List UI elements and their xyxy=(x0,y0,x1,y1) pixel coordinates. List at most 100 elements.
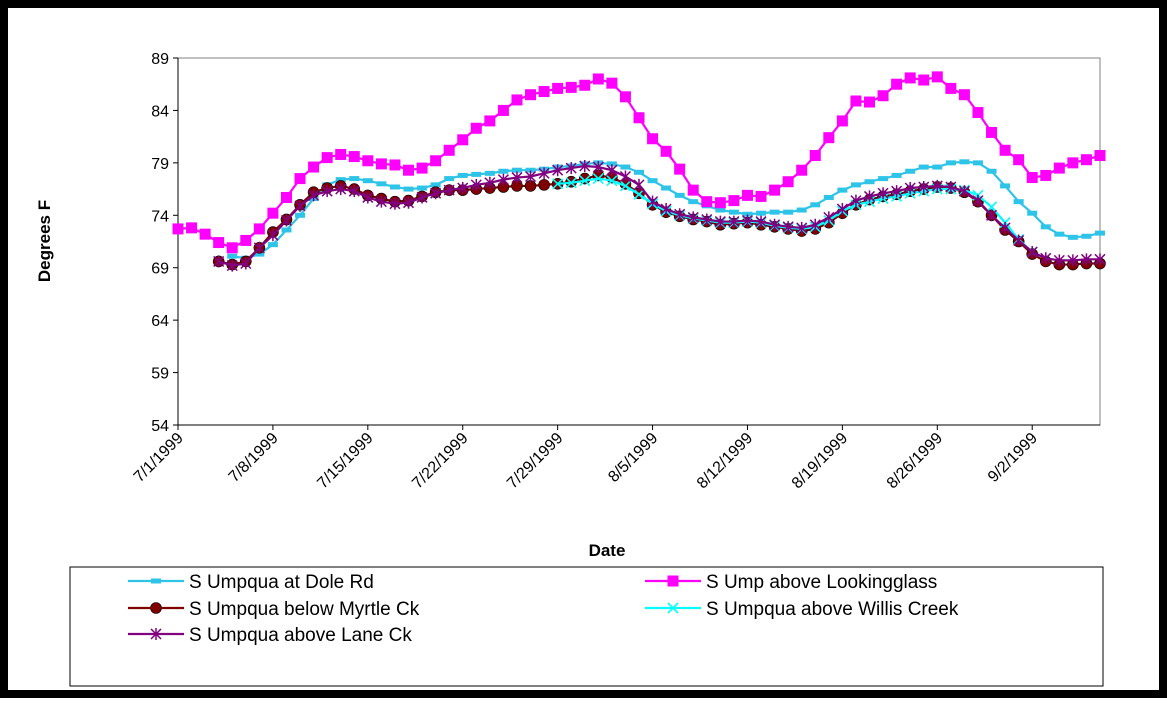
marker xyxy=(878,176,889,182)
marker xyxy=(1013,199,1024,205)
marker xyxy=(579,175,591,187)
marker xyxy=(267,229,279,242)
marker xyxy=(552,82,564,94)
marker xyxy=(918,180,930,193)
marker xyxy=(647,195,659,208)
marker xyxy=(470,178,482,191)
marker xyxy=(796,221,808,234)
marker xyxy=(457,134,469,146)
marker xyxy=(619,91,631,103)
marker xyxy=(253,223,265,235)
marker xyxy=(932,164,943,170)
marker xyxy=(633,112,645,124)
marker xyxy=(280,214,293,227)
marker xyxy=(714,197,726,209)
marker xyxy=(579,79,591,91)
marker xyxy=(999,144,1011,156)
marker xyxy=(945,82,957,94)
marker xyxy=(687,184,699,196)
marker xyxy=(728,215,740,228)
marker xyxy=(552,178,564,190)
marker xyxy=(349,176,360,182)
marker xyxy=(782,176,794,188)
marker xyxy=(891,172,902,178)
marker xyxy=(796,207,807,213)
marker xyxy=(755,215,767,228)
marker xyxy=(213,237,225,249)
marker xyxy=(959,159,970,165)
marker xyxy=(769,218,781,231)
marker xyxy=(823,194,834,200)
marker xyxy=(728,195,740,207)
legend-label: S Ump above Lookingglass xyxy=(706,572,937,593)
marker xyxy=(783,209,794,215)
marker xyxy=(769,209,780,215)
marker xyxy=(1027,210,1038,216)
marker xyxy=(972,107,984,119)
marker xyxy=(674,163,686,175)
marker xyxy=(701,213,713,226)
marker xyxy=(1080,253,1092,266)
marker xyxy=(362,178,373,184)
marker xyxy=(972,160,983,166)
marker xyxy=(850,95,862,107)
y-tick-label: 54 xyxy=(151,418,169,435)
y-axis-title: Degrees F xyxy=(35,200,54,282)
marker xyxy=(267,242,278,248)
marker xyxy=(416,162,428,174)
marker xyxy=(1067,254,1079,267)
marker xyxy=(782,220,794,233)
marker xyxy=(741,214,754,227)
marker xyxy=(667,575,679,587)
marker xyxy=(918,164,929,170)
marker xyxy=(308,189,320,202)
marker xyxy=(498,168,509,174)
marker xyxy=(891,185,903,198)
marker xyxy=(592,73,604,85)
marker xyxy=(999,221,1011,234)
marker xyxy=(1054,231,1065,237)
legend xyxy=(69,566,1104,687)
y-tick-label: 79 xyxy=(151,156,169,173)
marker xyxy=(375,158,387,170)
marker xyxy=(809,150,821,162)
marker xyxy=(1013,234,1025,247)
marker xyxy=(389,184,400,190)
marker xyxy=(280,191,292,203)
marker xyxy=(497,173,509,186)
marker xyxy=(484,170,495,176)
y-tick-label: 59 xyxy=(151,366,169,383)
marker xyxy=(444,176,455,182)
marker xyxy=(796,164,808,176)
marker xyxy=(904,72,916,84)
marker xyxy=(634,169,644,175)
marker xyxy=(809,218,821,231)
marker xyxy=(931,71,943,83)
marker xyxy=(240,257,252,270)
marker xyxy=(1080,154,1092,166)
marker xyxy=(741,189,753,201)
marker xyxy=(620,164,631,170)
marker xyxy=(931,179,943,192)
marker xyxy=(362,191,374,204)
marker xyxy=(213,255,225,268)
marker xyxy=(715,207,726,213)
marker xyxy=(986,168,997,174)
marker xyxy=(918,74,930,86)
marker xyxy=(769,184,781,196)
marker xyxy=(430,187,442,200)
marker xyxy=(619,180,632,192)
marker xyxy=(151,578,161,584)
marker xyxy=(226,259,238,272)
marker xyxy=(972,194,984,207)
marker xyxy=(1053,162,1065,174)
marker xyxy=(321,152,333,164)
marker xyxy=(1000,183,1011,189)
marker xyxy=(688,199,699,205)
legend-label: S Umpqua below Myrtle Ck xyxy=(189,599,420,620)
marker xyxy=(443,184,455,197)
y-tick-label: 69 xyxy=(151,261,169,278)
marker xyxy=(592,161,604,174)
marker xyxy=(864,179,875,185)
marker xyxy=(850,182,861,188)
